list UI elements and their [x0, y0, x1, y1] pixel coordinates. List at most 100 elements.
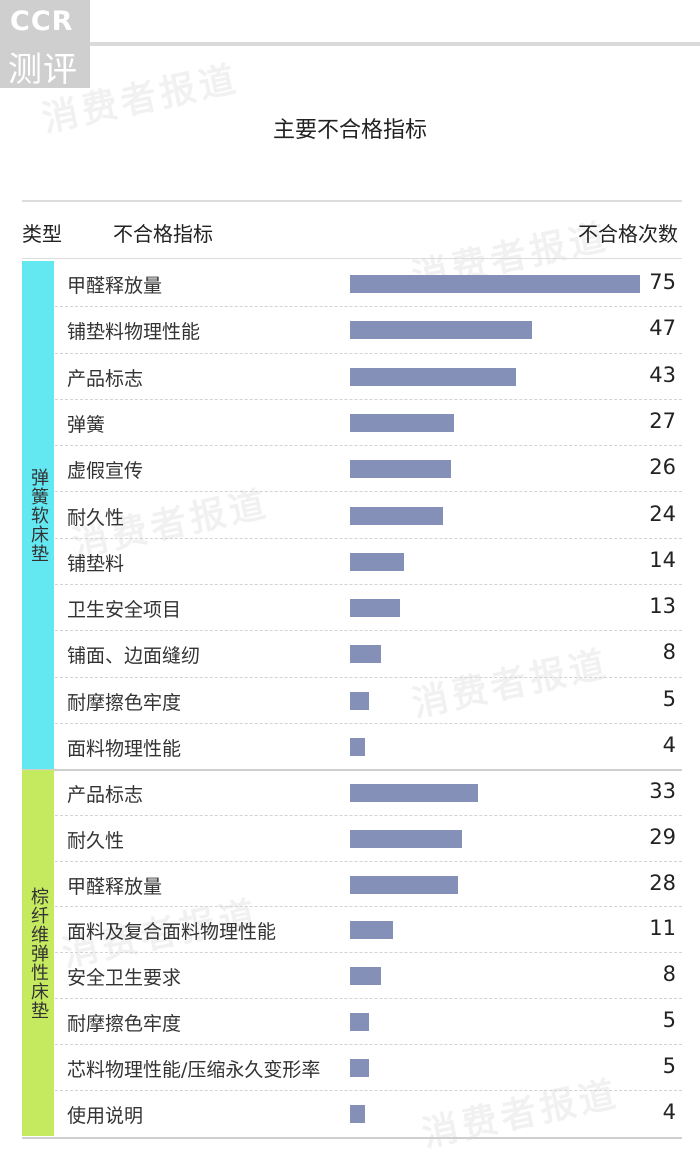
- indicator-label: 耐久性: [67, 506, 125, 529]
- indicator-label: 甲醛释放量: [67, 275, 163, 297]
- chart-title: 主要不合格指标: [272, 118, 427, 143]
- count-value: 5: [662, 1008, 676, 1032]
- header-count: 不合格次数: [578, 222, 678, 246]
- header-indicator: 不合格指标: [113, 222, 213, 246]
- count-value: 13: [649, 594, 676, 619]
- indicator-label: 芯料物理性能/压缩永久变形率: [67, 1058, 321, 1081]
- bar: [350, 460, 451, 479]
- group-band: 弹簧软床垫: [22, 261, 54, 771]
- brand-logo: CCR 测评: [0, 0, 90, 90]
- indicator-label: 面料及复合面料物理性能: [67, 921, 277, 944]
- bar: [350, 921, 393, 940]
- table-row: 安全卫生要求 8: [55, 953, 682, 999]
- indicator-label: 耐久性: [67, 829, 125, 852]
- row-divider: [55, 537, 682, 539]
- table-row: 铺面、边面缝纫 8: [55, 631, 682, 678]
- bar: [350, 552, 405, 571]
- indicator-label: 产品标志: [67, 784, 144, 806]
- table-row: 铺垫料 14: [55, 539, 682, 586]
- row-divider: [55, 722, 682, 724]
- row-divider: [55, 352, 682, 354]
- header-bottom-line: [22, 258, 682, 259]
- table-row: 耐摩擦色牢度 5: [55, 999, 682, 1045]
- bar: [350, 275, 640, 293]
- indicator-label: 铺垫料物理性能: [67, 321, 201, 344]
- brand-line1: CCR: [10, 6, 74, 37]
- table-row: 弹簧 27: [55, 400, 682, 447]
- row-divider: [55, 584, 682, 586]
- table-row: 铺垫料物理性能 47: [55, 307, 682, 354]
- count-value: 4: [662, 1099, 676, 1124]
- count-value: 27: [649, 408, 676, 433]
- indicator-label: 铺面、边面缝纫: [67, 645, 201, 668]
- row-divider: [55, 491, 682, 493]
- top-divider: [90, 42, 700, 46]
- header-top-line: [22, 200, 682, 202]
- table-row: 甲醛释放量 75: [55, 261, 682, 308]
- bar: [350, 413, 455, 432]
- row-divider: [55, 997, 682, 999]
- count-value: 33: [649, 779, 676, 803]
- table-row: 使用说明 4: [55, 1091, 682, 1137]
- table-row: 产品标志 43: [55, 354, 682, 400]
- indicator-label: 面料物理性能: [67, 738, 182, 760]
- table-row: 面料及复合面料物理性能 11: [55, 907, 682, 954]
- group-label: 弹簧软床垫: [28, 468, 49, 564]
- count-value: 8: [662, 962, 676, 987]
- row-divider: [55, 1043, 682, 1045]
- row-divider: [55, 676, 682, 678]
- indicator-label: 耐摩擦色牢度: [67, 1013, 182, 1035]
- row-divider: [55, 860, 682, 862]
- row-divider: [55, 814, 682, 816]
- row-divider: [55, 398, 682, 400]
- indicator-label: 卫生安全项目: [67, 599, 182, 622]
- count-value: 26: [649, 455, 676, 480]
- count-value: 4: [662, 733, 676, 757]
- table-row: 卫生安全项目 13: [55, 585, 682, 632]
- count-value: 8: [662, 640, 676, 665]
- indicator-label: 甲醛释放量: [67, 875, 163, 898]
- bar: [350, 506, 443, 525]
- count-value: 5: [662, 1053, 676, 1078]
- bar: [350, 829, 463, 848]
- count-value: 11: [649, 916, 676, 941]
- table-row: 甲醛释放量 28: [55, 862, 682, 908]
- bar: [350, 691, 370, 710]
- count-value: 47: [649, 316, 676, 341]
- bar: [350, 784, 478, 802]
- table-row: 产品标志 33: [55, 770, 682, 816]
- row-divider: [55, 906, 682, 908]
- count-value: 24: [649, 501, 676, 526]
- group-band: 棕纤维弹性床垫: [22, 770, 54, 1137]
- count-value: 43: [649, 362, 676, 387]
- table-row: 虚假宣传 26: [55, 446, 682, 493]
- bar: [350, 321, 532, 340]
- count-value: 5: [662, 686, 676, 711]
- bar: [350, 1013, 370, 1031]
- table-row: 面料物理性能 4: [55, 724, 682, 770]
- bar: [350, 1104, 366, 1123]
- bar: [350, 875, 459, 894]
- table-row: 耐摩擦色牢度 5: [55, 678, 682, 724]
- row-divider: [55, 630, 682, 632]
- indicator-label: 铺垫料: [67, 552, 125, 575]
- indicator-label: 安全卫生要求: [67, 967, 182, 990]
- indicator-label: 使用说明: [67, 1104, 144, 1127]
- row-divider: [55, 306, 682, 308]
- row-divider: [55, 445, 682, 447]
- bar: [350, 967, 381, 986]
- indicator-label: 弹簧: [67, 413, 106, 436]
- bar: [350, 1058, 370, 1077]
- count-value: 14: [649, 547, 676, 572]
- indicator-label: 虚假宣传: [67, 460, 144, 483]
- group-label: 棕纤维弹性床垫: [28, 886, 49, 1020]
- bar: [350, 645, 381, 664]
- brand-line2: 测评: [8, 50, 78, 90]
- header-type: 类型: [22, 222, 62, 246]
- count-value: 29: [649, 824, 676, 849]
- bar: [350, 367, 517, 386]
- indicator-label: 耐摩擦色牢度: [67, 691, 182, 714]
- count-value: 28: [649, 870, 676, 895]
- bar: [350, 599, 401, 618]
- row-divider: [55, 1089, 682, 1091]
